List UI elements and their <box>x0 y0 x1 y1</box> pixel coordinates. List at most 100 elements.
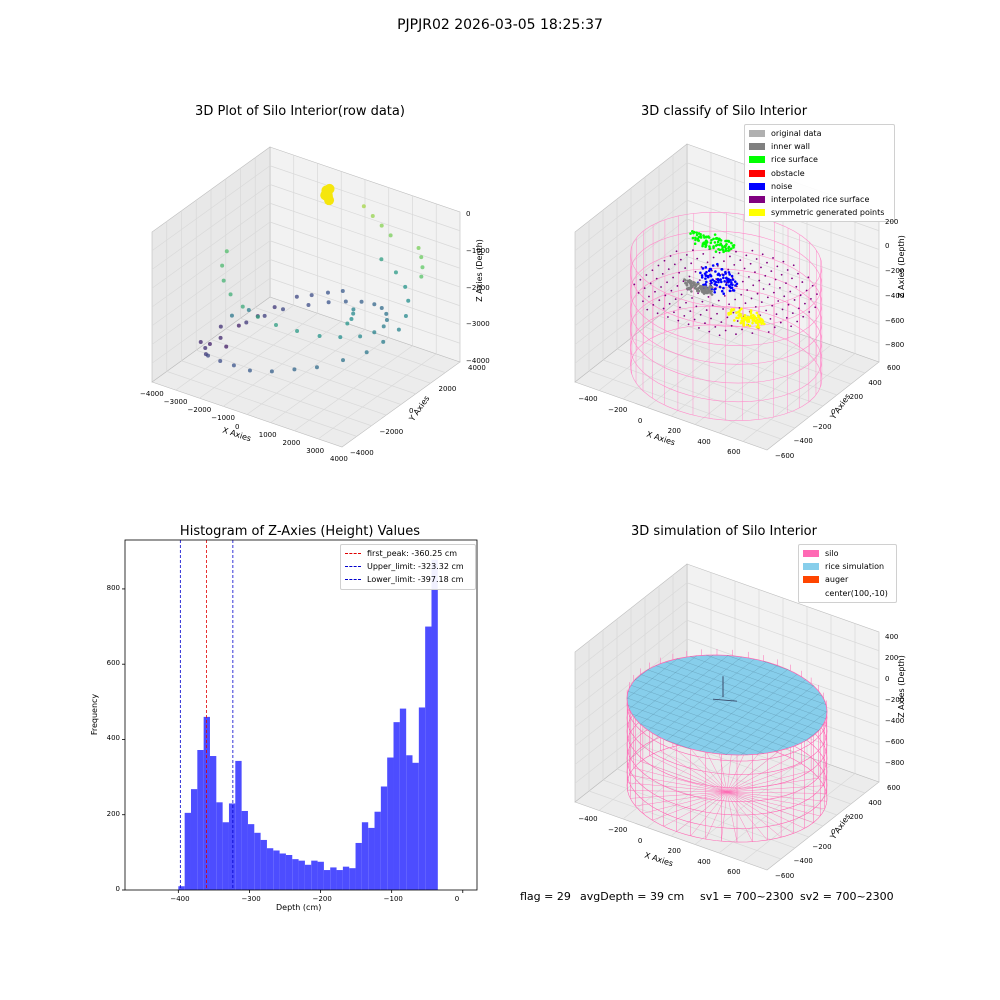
interpolated-surface-point <box>761 253 764 256</box>
classify-legend-item: obstacle <box>749 167 889 180</box>
rice-mesh-line <box>740 692 821 756</box>
classify-point <box>693 242 697 246</box>
interpolated-surface-point <box>658 299 661 302</box>
classify-point <box>731 308 734 312</box>
raw-gridline <box>151 165 271 252</box>
classify-point <box>713 241 717 244</box>
interpolated-surface-point <box>740 293 743 296</box>
interpolated-surface-point <box>770 270 773 272</box>
histogram-bar <box>273 850 280 890</box>
silo-floor-spoke <box>633 767 728 793</box>
interpolated-surface-point <box>718 334 721 337</box>
raw-gridline <box>269 221 461 288</box>
silo-floor-spoke <box>660 750 728 793</box>
raw-y-tick-label: −2000 <box>379 427 404 436</box>
raw-gridline <box>151 202 271 289</box>
interpolated-surface-point <box>693 318 696 321</box>
classify-gridline <box>630 337 824 407</box>
interpolated-surface-point <box>774 278 777 281</box>
interpolated-surface-point <box>796 320 799 323</box>
raw-data-point <box>372 302 377 307</box>
classify-point <box>714 250 718 253</box>
histogram-bar <box>355 842 362 890</box>
classify-point <box>691 229 694 233</box>
silo-floor-spoke <box>726 791 753 842</box>
interpolated-surface-point <box>677 319 680 322</box>
classify-point <box>695 231 698 234</box>
raw-data-point <box>292 367 297 372</box>
classify-point <box>694 236 697 240</box>
simulation-z-tick-label: 0 <box>885 675 890 683</box>
histogram-bar <box>323 870 331 890</box>
histogram-y-tick-label: 200 <box>106 809 120 818</box>
raw-y-tick-label: 2000 <box>438 385 457 394</box>
interpolated-surface-point <box>787 303 790 306</box>
classify-point <box>727 311 730 315</box>
raw-data-point <box>240 304 245 309</box>
classify-legend-swatch <box>749 209 765 217</box>
simulation-legend-swatch <box>803 576 819 584</box>
interpolated-surface-point <box>735 333 737 336</box>
auger-line <box>712 698 738 702</box>
classify-point <box>693 230 696 234</box>
classify-y-tick-label: 600 <box>887 364 901 372</box>
classify-point <box>717 280 720 284</box>
classify-point <box>706 275 710 279</box>
interpolated-surface-point <box>643 287 646 290</box>
simulation-gridline <box>574 619 688 709</box>
raw-data-point <box>295 329 300 334</box>
interpolated-surface-point <box>777 300 780 302</box>
classify-point <box>726 249 730 252</box>
raw-data-point <box>207 341 212 346</box>
classify-point <box>704 277 707 280</box>
rice-mesh-line <box>676 658 828 713</box>
simulation-legend-item: silo <box>803 547 891 560</box>
rice-mesh-line <box>665 661 826 719</box>
interpolated-surface-point <box>705 309 708 311</box>
histogram-bar <box>368 827 375 890</box>
interpolated-surface-point <box>683 314 686 317</box>
classify-gridline <box>574 199 688 289</box>
simulation-legend-item: center(100,-10) <box>803 587 891 600</box>
raw-data-point <box>246 308 251 313</box>
classify-point <box>742 324 746 327</box>
raw-gridline <box>269 165 461 232</box>
silo-floor-spoke <box>726 770 812 793</box>
classify-point <box>727 271 731 274</box>
classify-point <box>689 279 693 283</box>
classify-point <box>701 267 705 270</box>
raw-data-point <box>224 344 229 349</box>
classify-legend-swatch <box>749 143 765 151</box>
interpolated-surface-point <box>714 325 717 328</box>
silo-floor-spoke <box>726 791 825 810</box>
histogram-title: Histogram of Z-Axies (Height) Values <box>179 524 421 539</box>
histogram-bar <box>387 757 394 890</box>
histogram-bar <box>349 868 356 890</box>
interpolated-surface-point <box>725 281 728 284</box>
interpolated-surface-point <box>698 327 700 329</box>
histogram-legend-item: Lower_limit: -397.18 cm <box>345 573 470 586</box>
classify-legend-swatch <box>749 156 765 164</box>
interpolated-surface-point <box>791 312 794 314</box>
classify-point <box>728 273 732 276</box>
classify-point <box>731 278 735 281</box>
silo-floor-spoke <box>726 791 738 843</box>
classify-point <box>755 321 758 325</box>
raw-data-point <box>221 278 226 283</box>
interpolated-surface-point <box>649 282 652 285</box>
classify-point <box>685 283 689 287</box>
interpolated-surface-point <box>633 283 636 286</box>
simulation-z-tick-label: −200 <box>885 696 905 704</box>
classify-point <box>738 309 742 312</box>
raw-data-point <box>358 334 363 339</box>
histogram-bar <box>304 864 312 890</box>
silo-floor-spoke <box>635 791 728 807</box>
raw-gridline <box>318 353 437 440</box>
raw-gridline <box>270 337 389 423</box>
classify-point <box>691 236 695 240</box>
classify-point <box>693 281 696 285</box>
histogram-bar <box>406 755 413 890</box>
raw-z-tick-label: −2000 <box>466 283 490 292</box>
simulation-z-axis-label: Z Axies (Depth) <box>896 655 906 718</box>
classify-point <box>729 278 732 282</box>
